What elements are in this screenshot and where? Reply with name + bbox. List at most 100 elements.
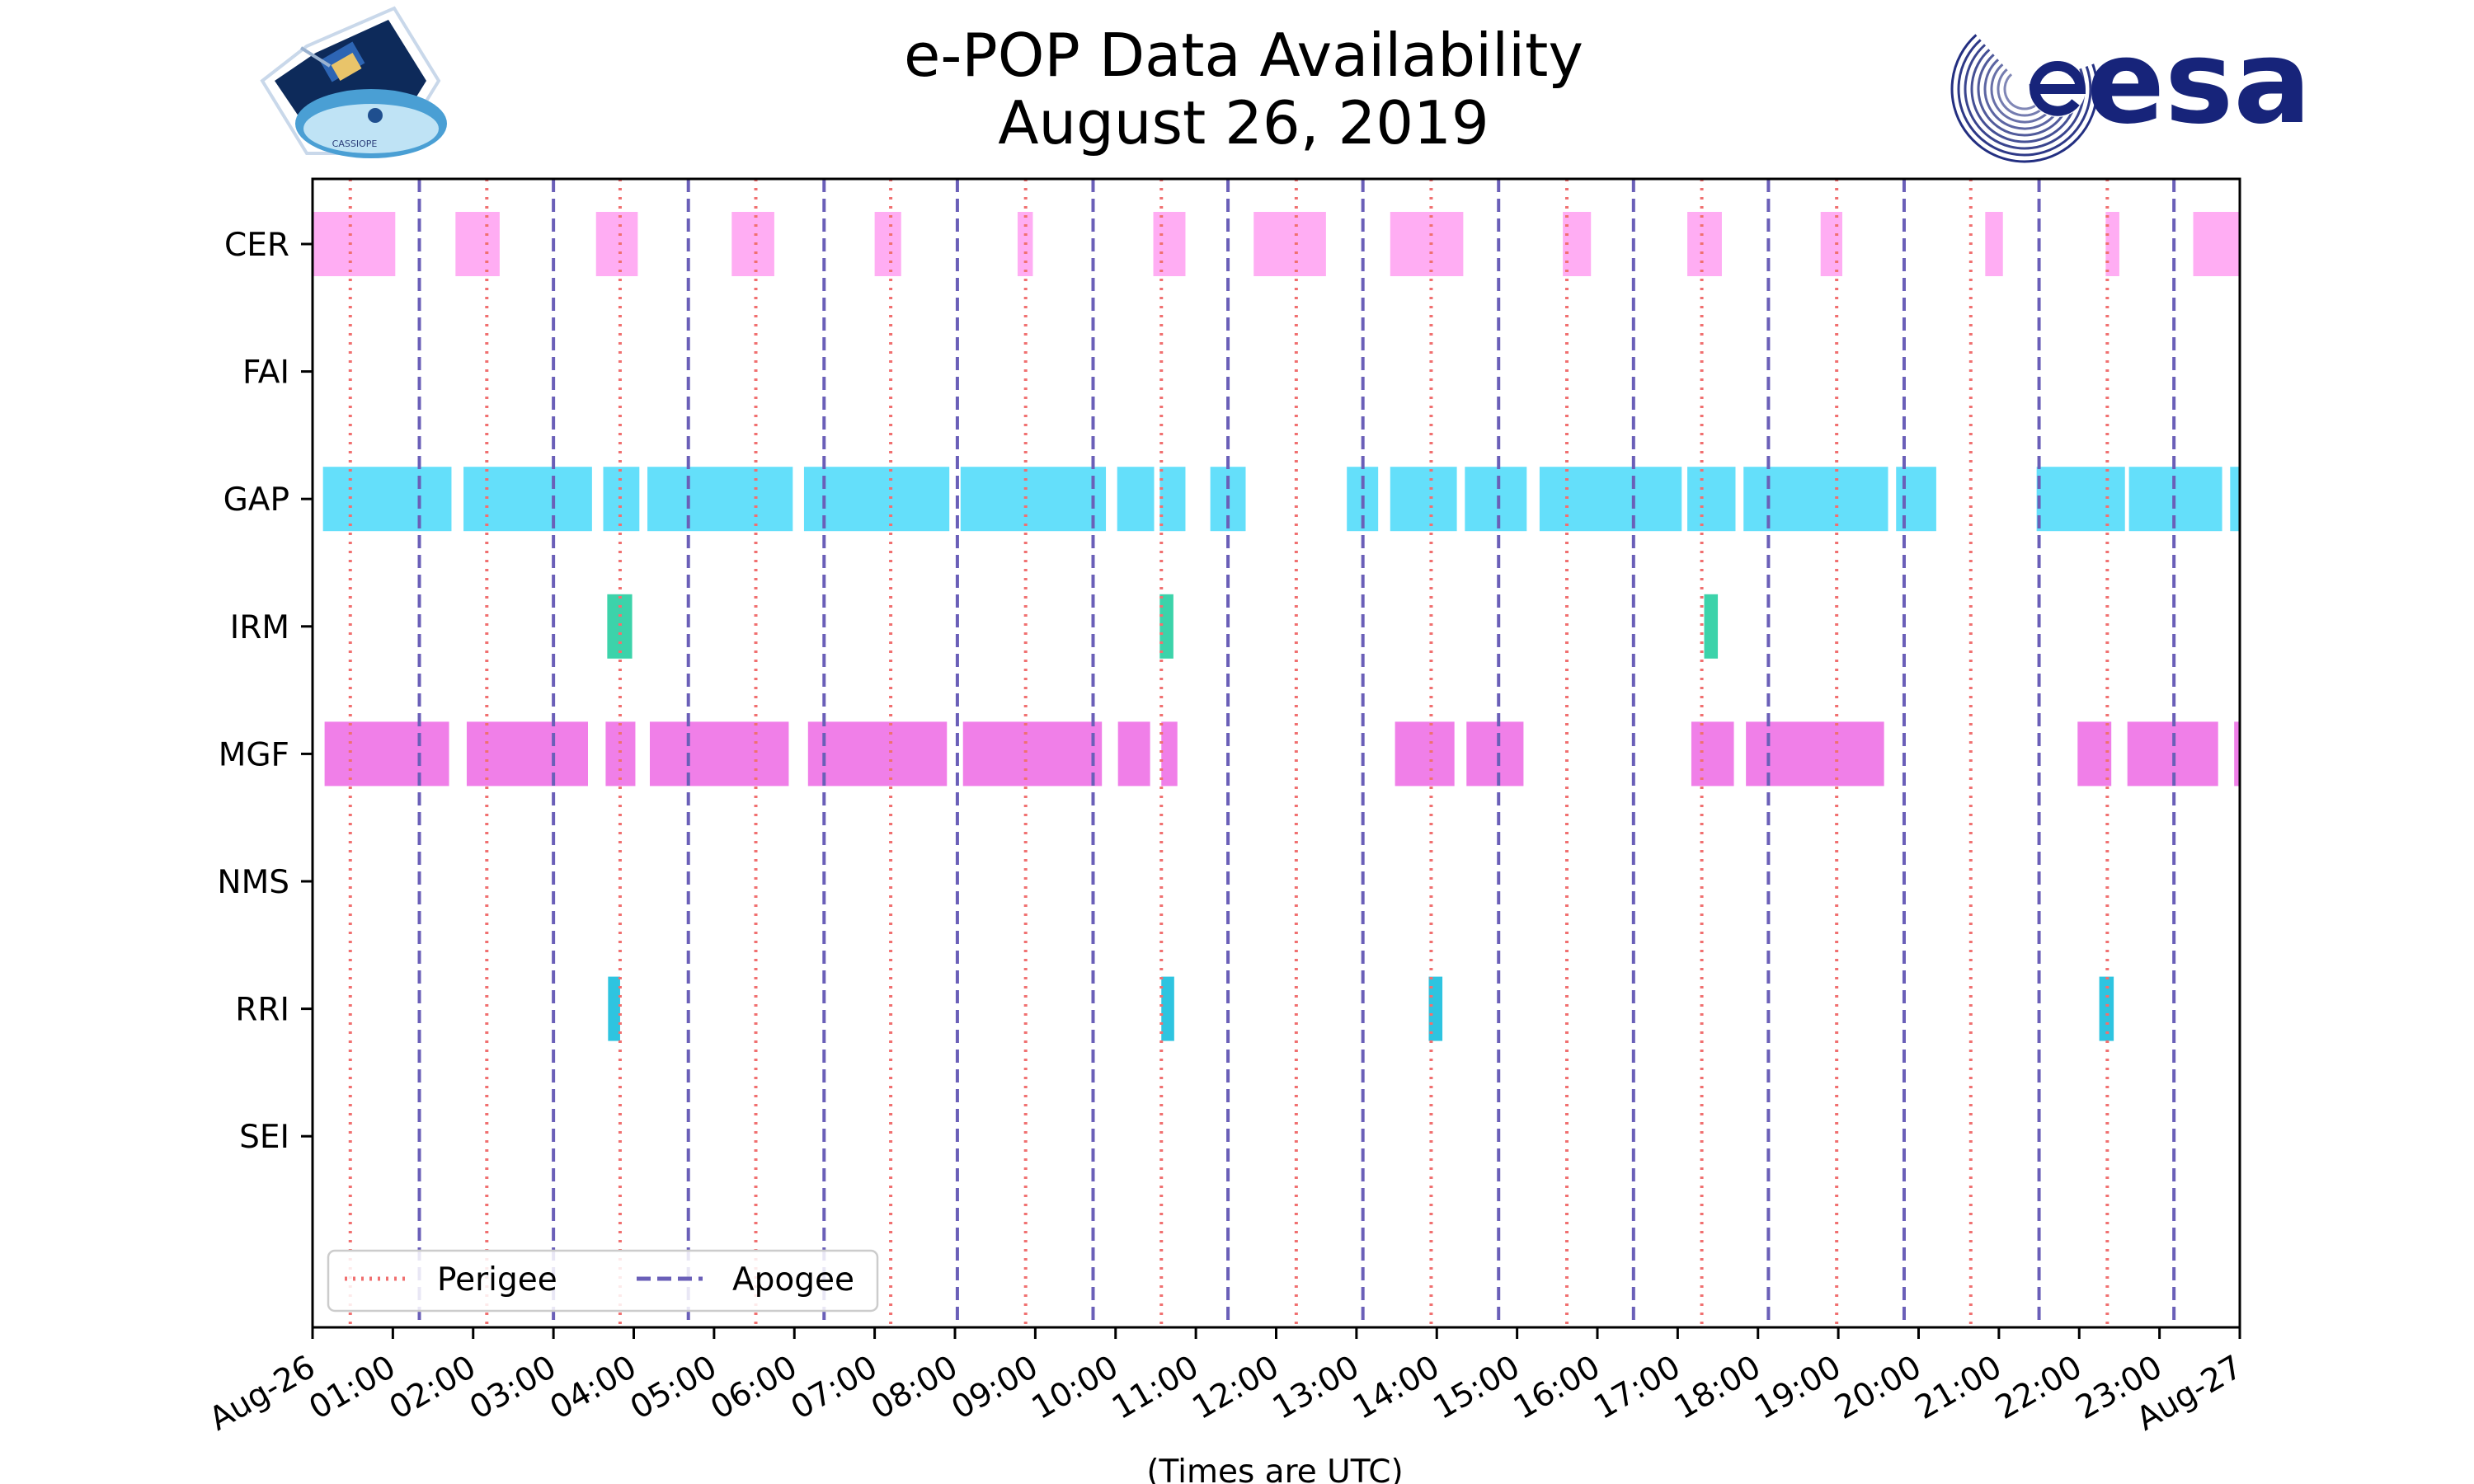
bar-cer-10 [1687, 212, 1722, 276]
data-bars [313, 212, 2240, 1041]
bar-mgf-12 [2077, 721, 2112, 787]
bar-cer-14 [2193, 212, 2240, 276]
esa-swirl-e [2029, 61, 2086, 116]
x-tick-label-15: 15:00 [1427, 1349, 1526, 1427]
bar-rri-1 [1161, 976, 1174, 1041]
legend-apogee-label: Apogee [732, 1261, 854, 1298]
bar-cer-7 [1253, 212, 1326, 276]
x-tick-label-8: 08:00 [865, 1349, 964, 1427]
x-tick-label-11: 11:00 [1106, 1349, 1205, 1427]
x-tick-label-17: 17:00 [1588, 1349, 1687, 1427]
bar-gap-14 [1743, 467, 1888, 532]
bar-mgf-5 [962, 721, 1103, 787]
bar-cer-3 [731, 212, 774, 276]
bar-mgf-10 [1691, 721, 1734, 787]
bar-gap-10 [1390, 467, 1457, 532]
x-tick-label-0: Aug-26 [203, 1349, 322, 1439]
y-tick-label-cer: CER [224, 227, 289, 264]
plot-area [313, 179, 2240, 1327]
bar-gap-16 [2036, 467, 2125, 532]
esa-logo-text: esa [2086, 16, 2312, 150]
x-tick-label-5: 05:00 [624, 1349, 723, 1427]
x-tick-label-4: 04:00 [544, 1349, 643, 1427]
bar-rri-3 [2099, 976, 2114, 1041]
x-tick-label-22: 22:00 [1989, 1349, 2088, 1427]
bar-cer-11 [1820, 212, 1842, 276]
bar-cer-4 [874, 212, 901, 276]
bar-mgf-3 [649, 721, 789, 787]
y-tick-label-nms: NMS [217, 864, 289, 901]
bar-cer-12 [1985, 212, 2003, 276]
y-tick-label-irm: IRM [230, 609, 289, 646]
bar-irm-1 [1159, 594, 1174, 659]
bar-mgf-4 [807, 721, 948, 787]
x-tick-label-16: 16:00 [1507, 1349, 1606, 1427]
bar-mgf-7 [1161, 721, 1178, 787]
bar-mgf-6 [1117, 721, 1150, 787]
x-tick-label-18: 18:00 [1668, 1349, 1767, 1427]
x-tick-label-19: 19:00 [1748, 1349, 1847, 1427]
bar-mgf-14 [2234, 721, 2240, 787]
x-axis-label: (Times are UTC) [1146, 1453, 1403, 1484]
x-tick-label-6: 06:00 [704, 1349, 803, 1427]
x-tick-label-21: 21:00 [1909, 1349, 2008, 1427]
x-tick-label-13: 13:00 [1267, 1349, 1366, 1427]
y-tick-label-gap: GAP [223, 481, 289, 519]
bar-gap-18 [2230, 467, 2240, 532]
x-tick-label-1: 01:00 [303, 1349, 402, 1427]
esa-swirl-arc-6 [1964, 44, 2086, 150]
bar-mgf-11 [1746, 721, 1884, 787]
orbit-markers [348, 179, 2176, 1327]
y-axis: CER FAI GAP IRM MGF NMS RRI SEI [217, 227, 313, 1156]
x-tick-label-14: 14:00 [1347, 1349, 1446, 1427]
esa-logo: esa [1950, 16, 2312, 163]
esa-swirl-arc-8 [1950, 34, 2099, 163]
legend-perigee-label: Perigee [437, 1261, 557, 1298]
bar-gap-1 [463, 467, 592, 532]
y-tick-label-sei: SEI [239, 1119, 289, 1156]
bar-cer-8 [1390, 212, 1464, 276]
y-tick-label-fai: FAI [242, 355, 289, 392]
bar-rri-0 [608, 976, 620, 1041]
bar-gap-2 [603, 467, 640, 532]
bar-gap-13 [1687, 467, 1736, 532]
y-tick-label-rri: RRI [235, 992, 289, 1029]
bar-cer-13 [2105, 212, 2119, 276]
x-tick-label-3: 03:00 [463, 1349, 562, 1427]
bar-mgf-2 [605, 721, 636, 787]
esa-swirl-arc-7 [1957, 39, 2092, 157]
cassiope-logo: CASSIOPE [260, 6, 447, 158]
x-axis: Aug-2601:0002:0003:0004:0005:0006:0007:0… [203, 1327, 2249, 1439]
x-tick-label-7: 07:00 [785, 1349, 884, 1427]
bar-cer-0 [313, 212, 396, 276]
x-tick-label-10: 10:00 [1026, 1349, 1125, 1427]
bar-cer-6 [1153, 212, 1186, 276]
y-tick-label-mgf: MGF [219, 736, 289, 773]
chart-title-line-2: August 26, 2019 [998, 88, 1489, 157]
bar-cer-1 [455, 212, 500, 276]
bar-gap-3 [647, 467, 793, 532]
x-tick-label-12: 12:00 [1187, 1349, 1286, 1427]
bar-mgf-9 [1466, 721, 1524, 787]
bar-rri-2 [1428, 976, 1443, 1041]
bar-cer-2 [595, 212, 638, 276]
bar-gap-5 [960, 467, 1107, 532]
bar-mgf-1 [466, 721, 588, 787]
bar-gap-4 [803, 467, 950, 532]
bar-mgf-0 [324, 721, 449, 787]
bar-gap-0 [322, 467, 452, 532]
bar-gap-11 [1465, 467, 1527, 532]
x-tick-label-2: 02:00 [383, 1349, 482, 1427]
bar-gap-15 [1896, 467, 1936, 532]
esa-logo-swirl [1950, 34, 2099, 163]
bar-irm-0 [607, 594, 633, 659]
bar-mgf-8 [1395, 721, 1455, 787]
legend: Perigee Apogee [327, 1249, 879, 1313]
chart-title-line-1: e-POP Data Availability [904, 21, 1583, 90]
bar-gap-7 [1159, 467, 1186, 532]
cassiope-logo-caption: CASSIOPE [332, 139, 378, 149]
bar-gap-12 [1539, 467, 1682, 532]
legend-box [327, 1249, 879, 1313]
x-tick-label-20: 20:00 [1829, 1349, 1928, 1427]
